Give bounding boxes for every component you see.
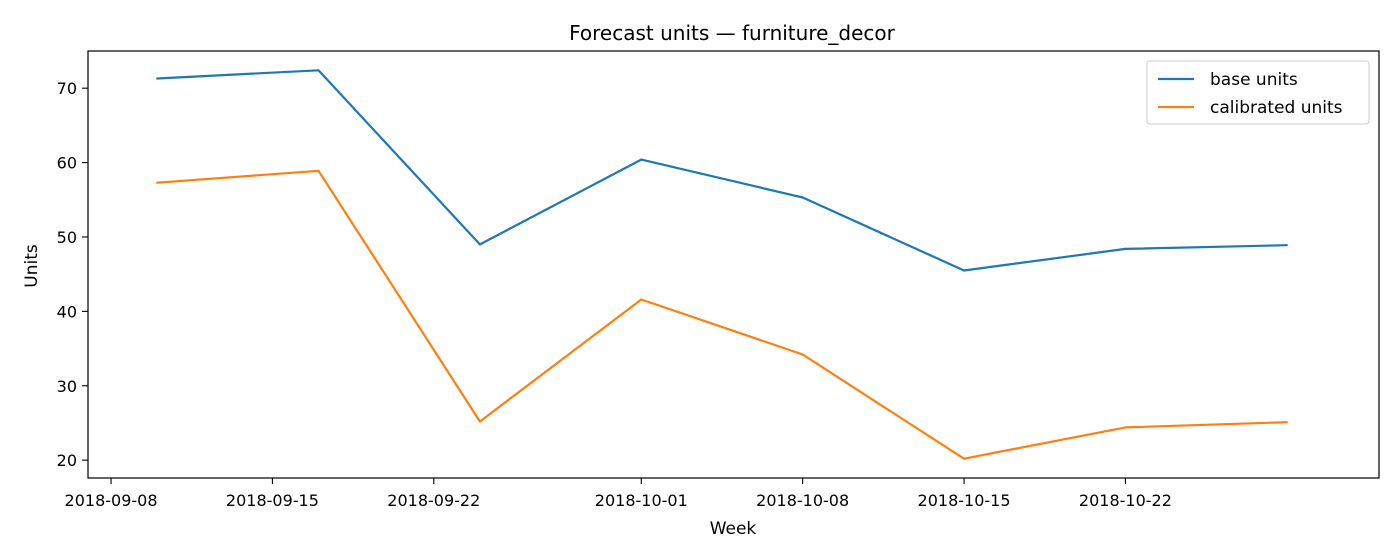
data-point [640, 298, 643, 301]
chart-title: Forecast units — furniture_decor [569, 21, 896, 45]
data-point [478, 243, 481, 246]
data-point [801, 353, 804, 356]
data-point [801, 196, 804, 199]
plot-frame [87, 50, 1380, 479]
y-tick-label: 60 [57, 154, 77, 173]
series-line-base [157, 69, 1287, 272]
x-tick-label: 2018-10-01 [595, 491, 688, 510]
legend-box [1146, 60, 1370, 125]
y-tick-label: 40 [57, 302, 77, 321]
data-point [1285, 421, 1288, 424]
data-point [156, 77, 159, 80]
y-axis-label: Units [22, 244, 42, 288]
x-tick-label: 2018-09-22 [387, 491, 480, 510]
x-tick-label: 2018-10-15 [918, 491, 1011, 510]
legend: base units calibrated units [1146, 60, 1370, 125]
y-tick-label: 20 [57, 451, 77, 470]
x-tick-label: 2018-09-08 [65, 491, 158, 510]
data-point [1285, 244, 1288, 247]
x-tick-label: 2018-10-22 [1079, 491, 1172, 510]
data-point [317, 169, 320, 172]
data-point [1124, 247, 1127, 250]
data-point [478, 420, 481, 423]
data-point [156, 181, 159, 184]
x-tick-label: 2018-09-15 [226, 491, 319, 510]
y-tick-label: 50 [57, 228, 77, 247]
legend-label-calibrated: calibrated units [1210, 98, 1343, 118]
data-point [962, 457, 966, 460]
legend-label-base: base units [1210, 70, 1298, 90]
data-point [640, 158, 643, 161]
y-tick-label: 30 [57, 377, 77, 396]
data-point [1124, 426, 1127, 429]
series-line-calibrated [157, 169, 1287, 460]
x-tick-label: 2018-10-08 [756, 491, 849, 510]
data-point [317, 69, 320, 72]
data-point [962, 269, 966, 272]
x-axis-label: Week [710, 519, 757, 539]
y-tick-label: 70 [57, 79, 77, 98]
